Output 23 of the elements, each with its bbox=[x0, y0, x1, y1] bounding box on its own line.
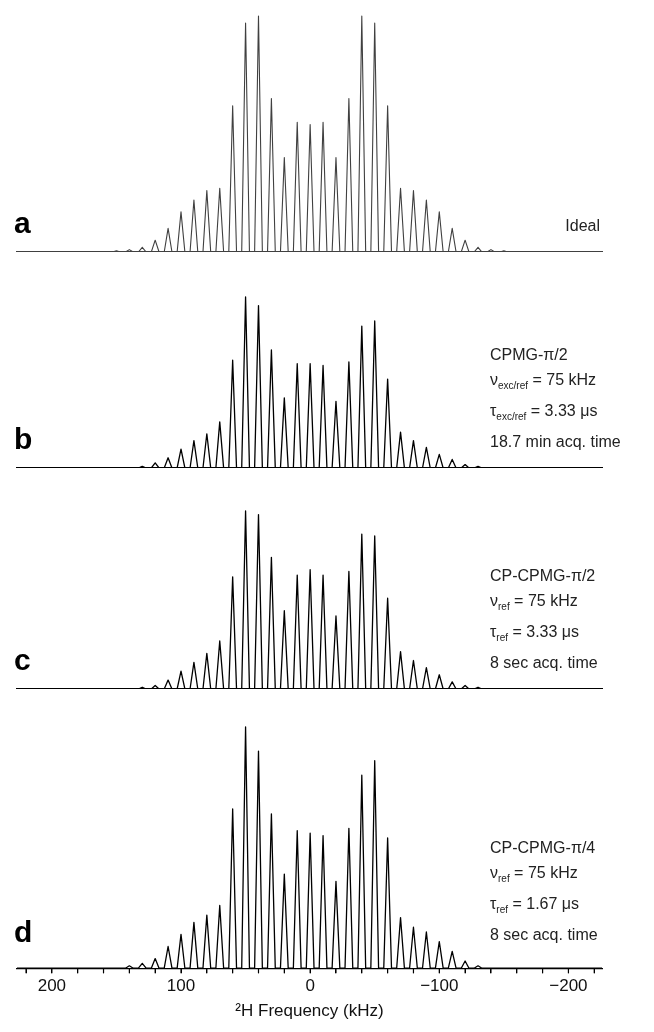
annotation: 8 sec acq. time bbox=[490, 926, 598, 943]
x-tick-label: 100 bbox=[166, 976, 196, 996]
x-axis-title: ²H Frequency (kHz) bbox=[235, 1001, 384, 1021]
annotation: c bbox=[14, 643, 31, 676]
annotation: τ$_{exc/ref}$ = 3.33 μs bbox=[490, 401, 598, 422]
x-tick-label: 200 bbox=[37, 976, 67, 996]
x-tick-label: −100 bbox=[420, 976, 459, 996]
x-tick-label: 0 bbox=[305, 976, 315, 996]
annotation: Ideal bbox=[565, 216, 600, 236]
annotation: CPMG-π/2 bbox=[490, 345, 568, 363]
annotation: ν$_{exc/ref}$ = 75 kHz bbox=[490, 370, 597, 391]
annotation: d bbox=[14, 915, 33, 948]
annotation: 8 sec acq. time bbox=[490, 654, 598, 671]
annotation: ν$_{ref}$ = 75 kHz bbox=[490, 591, 578, 612]
annotation: τ$_{ref}$ = 1.67 μs bbox=[490, 894, 580, 915]
annotation: 18.7 min acq. time bbox=[490, 433, 621, 450]
annotation: CP-CPMG-π/2 bbox=[490, 566, 596, 584]
x-tick-label: −200 bbox=[549, 976, 588, 996]
annotation: CP-CPMG-π/4 bbox=[490, 838, 596, 856]
annotation: a bbox=[14, 206, 31, 239]
annotation: b bbox=[14, 422, 33, 455]
annotation: τ$_{ref}$ = 3.33 μs bbox=[490, 622, 580, 643]
annotation: ν$_{ref}$ = 75 kHz bbox=[490, 863, 578, 884]
